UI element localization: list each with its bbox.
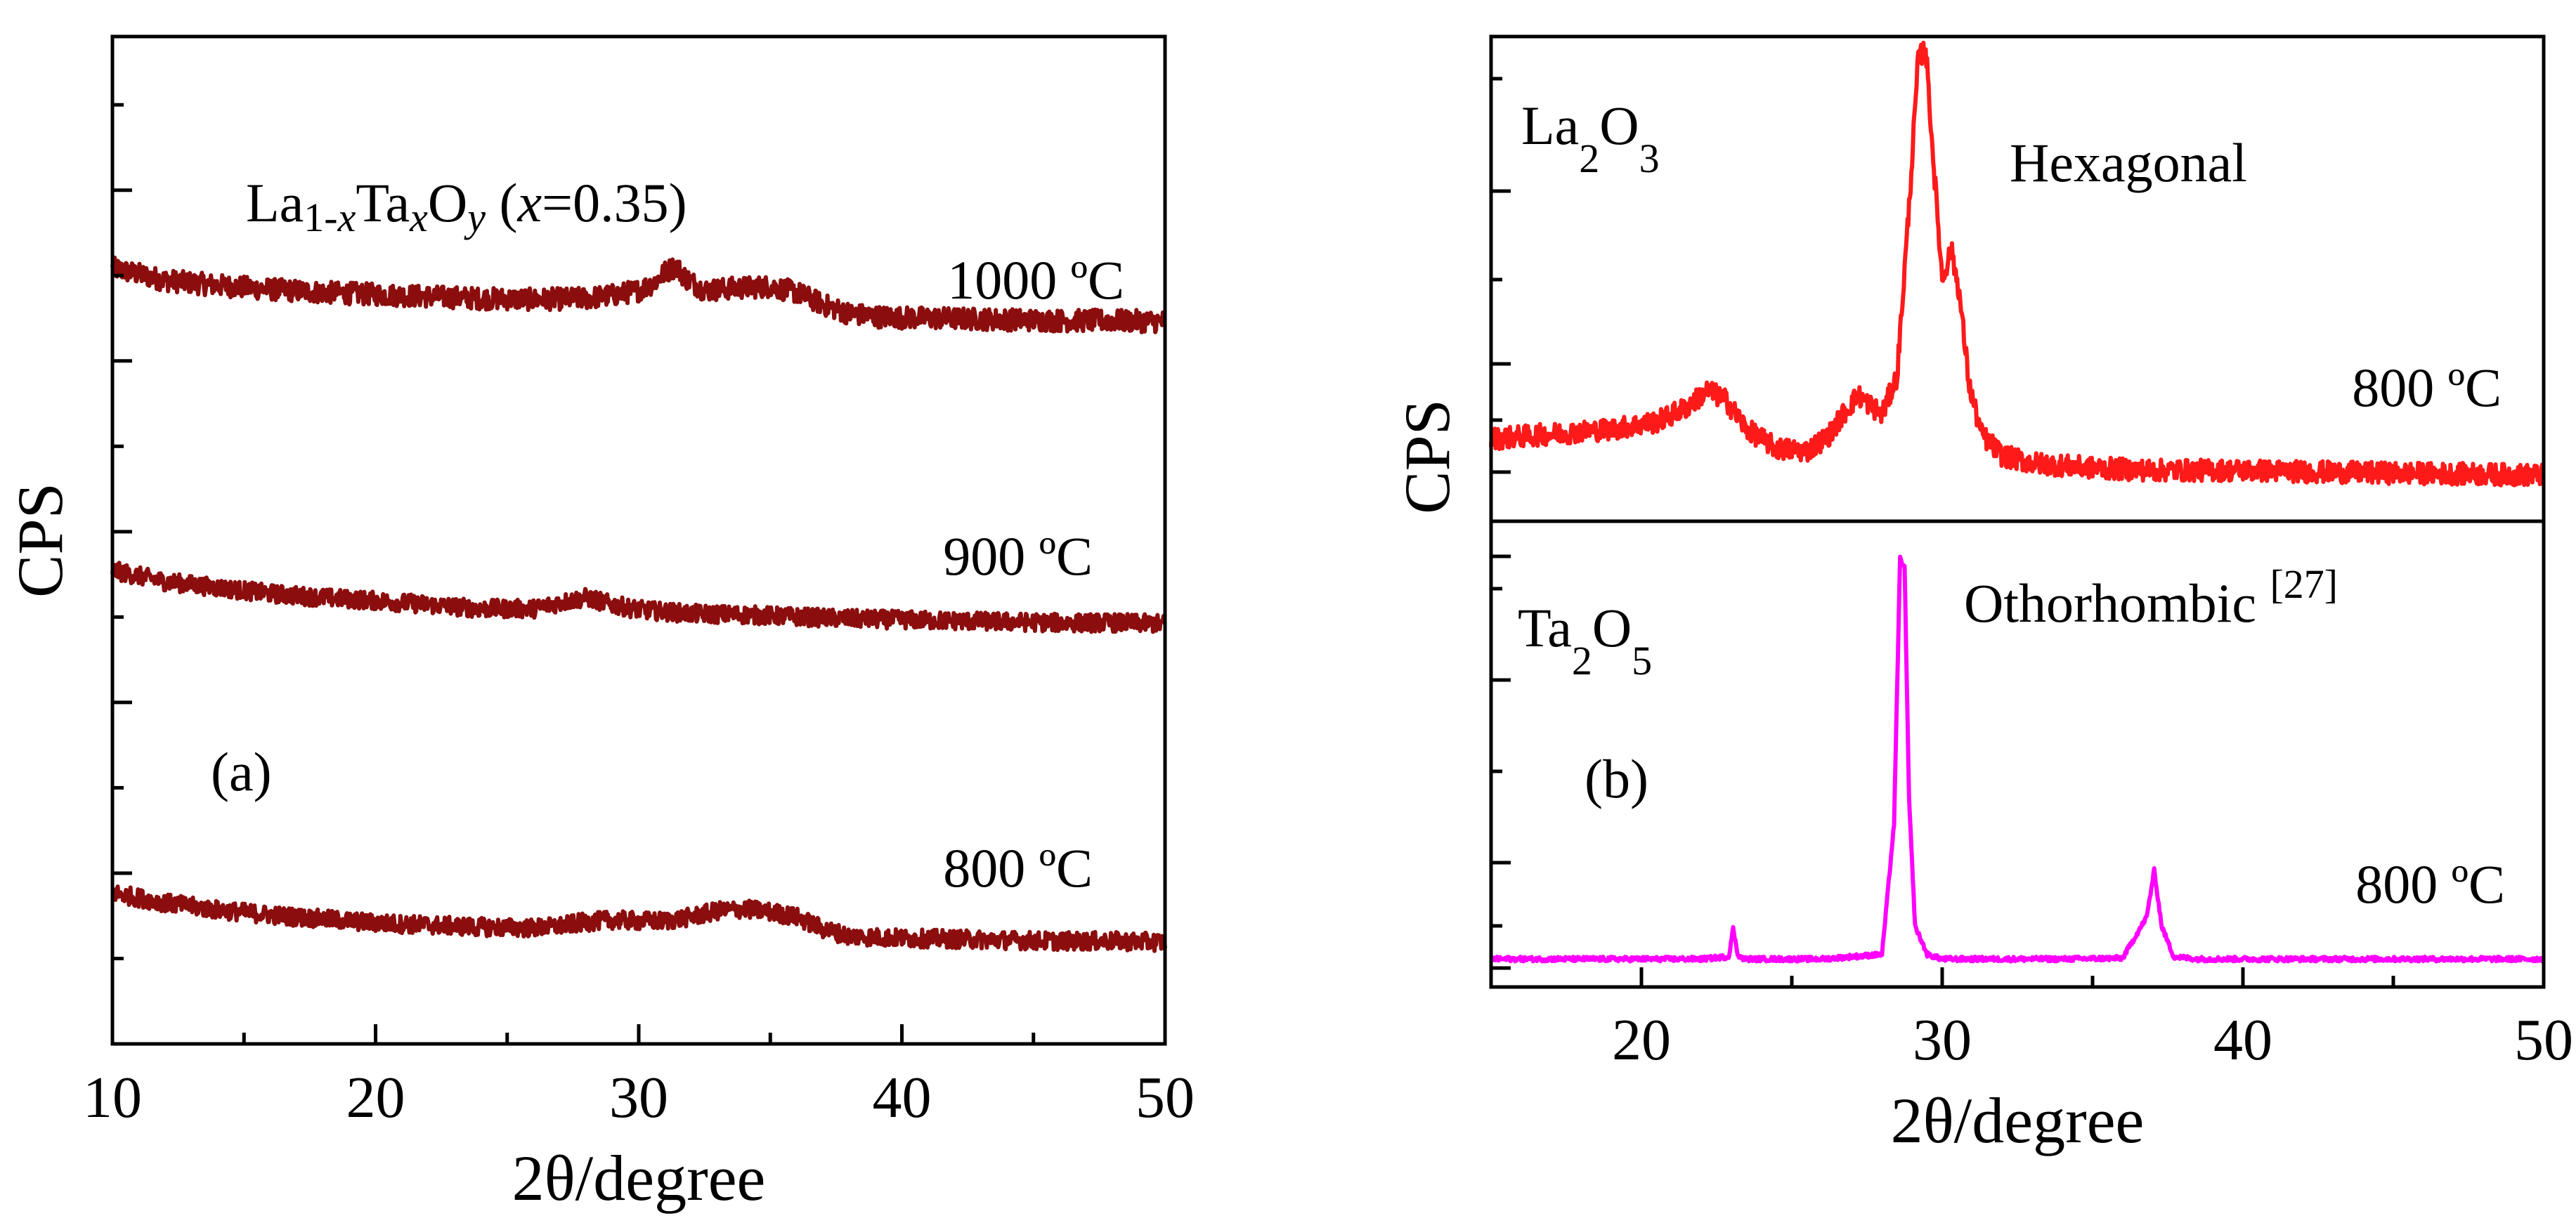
panel-a: 10 20 30 40 50 2θ/degree CPS La1-xTaxOy … [4,34,1195,1214]
panel-a-series-label-900: 900 ºC [943,525,1093,587]
panel-a-title: La1-xTaxOy (x=0.35) [246,172,687,240]
panel-a-x-tick-label: 20 [346,1065,405,1130]
ta2o5-formula: Ta2O5 [1518,597,1652,684]
panel-a-ticks [110,103,1167,1044]
panel-b-x-tick-label: 50 [2514,1007,2573,1073]
panel-b-x-axis-label: 2θ/degree [1891,1085,2145,1156]
panel-b-x-tick-labels: 20 30 40 50 [1612,1007,2573,1073]
series-line-1000C [110,255,1166,334]
panel-b: 20 30 40 50 2θ/degree CPS La2O3 Hexagona… [1391,34,2573,1156]
series-line-la2o3 [1489,40,2546,488]
panel-b-x-tick-label: 30 [1913,1007,1972,1073]
panel-b-series [1489,40,2546,964]
panel-a-x-tick-label: 50 [1136,1065,1195,1130]
panel-a-y-axis-label: CPS [4,483,76,598]
panel-b-x-tick-label: 40 [2213,1007,2272,1073]
panel-b-panel-tag: (b) [1585,748,1648,809]
la2o3-formula: La2O3 [1521,95,1660,181]
series-line-ta2o5 [1489,554,2546,964]
panel-a-panel-tag: (a) [211,741,272,802]
panel-a-x-axis-label: 2θ/degree [512,1142,766,1214]
panel-a-x-tick-label: 10 [83,1065,142,1130]
panel-b-y-axis-label: CPS [1391,399,1463,514]
panel-a-x-tick-labels: 10 20 30 40 50 [83,1065,1195,1130]
panel-a-series [110,255,1167,953]
panel-a-x-tick-label: 40 [873,1065,932,1130]
panel-a-series-label-800: 800 ºC [943,837,1093,898]
ta2o5-temperature-label: 800 ºC [2355,854,2505,915]
panel-a-series-label-1000: 1000 ºC [947,249,1124,310]
series-line-900C [110,561,1167,634]
la2o3-phase-label: Hexagonal [2010,132,2247,193]
panel-b-ticks [1489,77,2546,987]
panel-a-x-tick-label: 30 [609,1065,668,1130]
panel-b-plot-frame [1489,34,2546,989]
ta2o5-phase-label: Othorhombic [27] [1964,561,2338,634]
panel-b-x-tick-label: 20 [1612,1007,1671,1073]
series-line-800C [110,884,1167,953]
la2o3-temperature-label: 800 ºC [2352,357,2502,418]
